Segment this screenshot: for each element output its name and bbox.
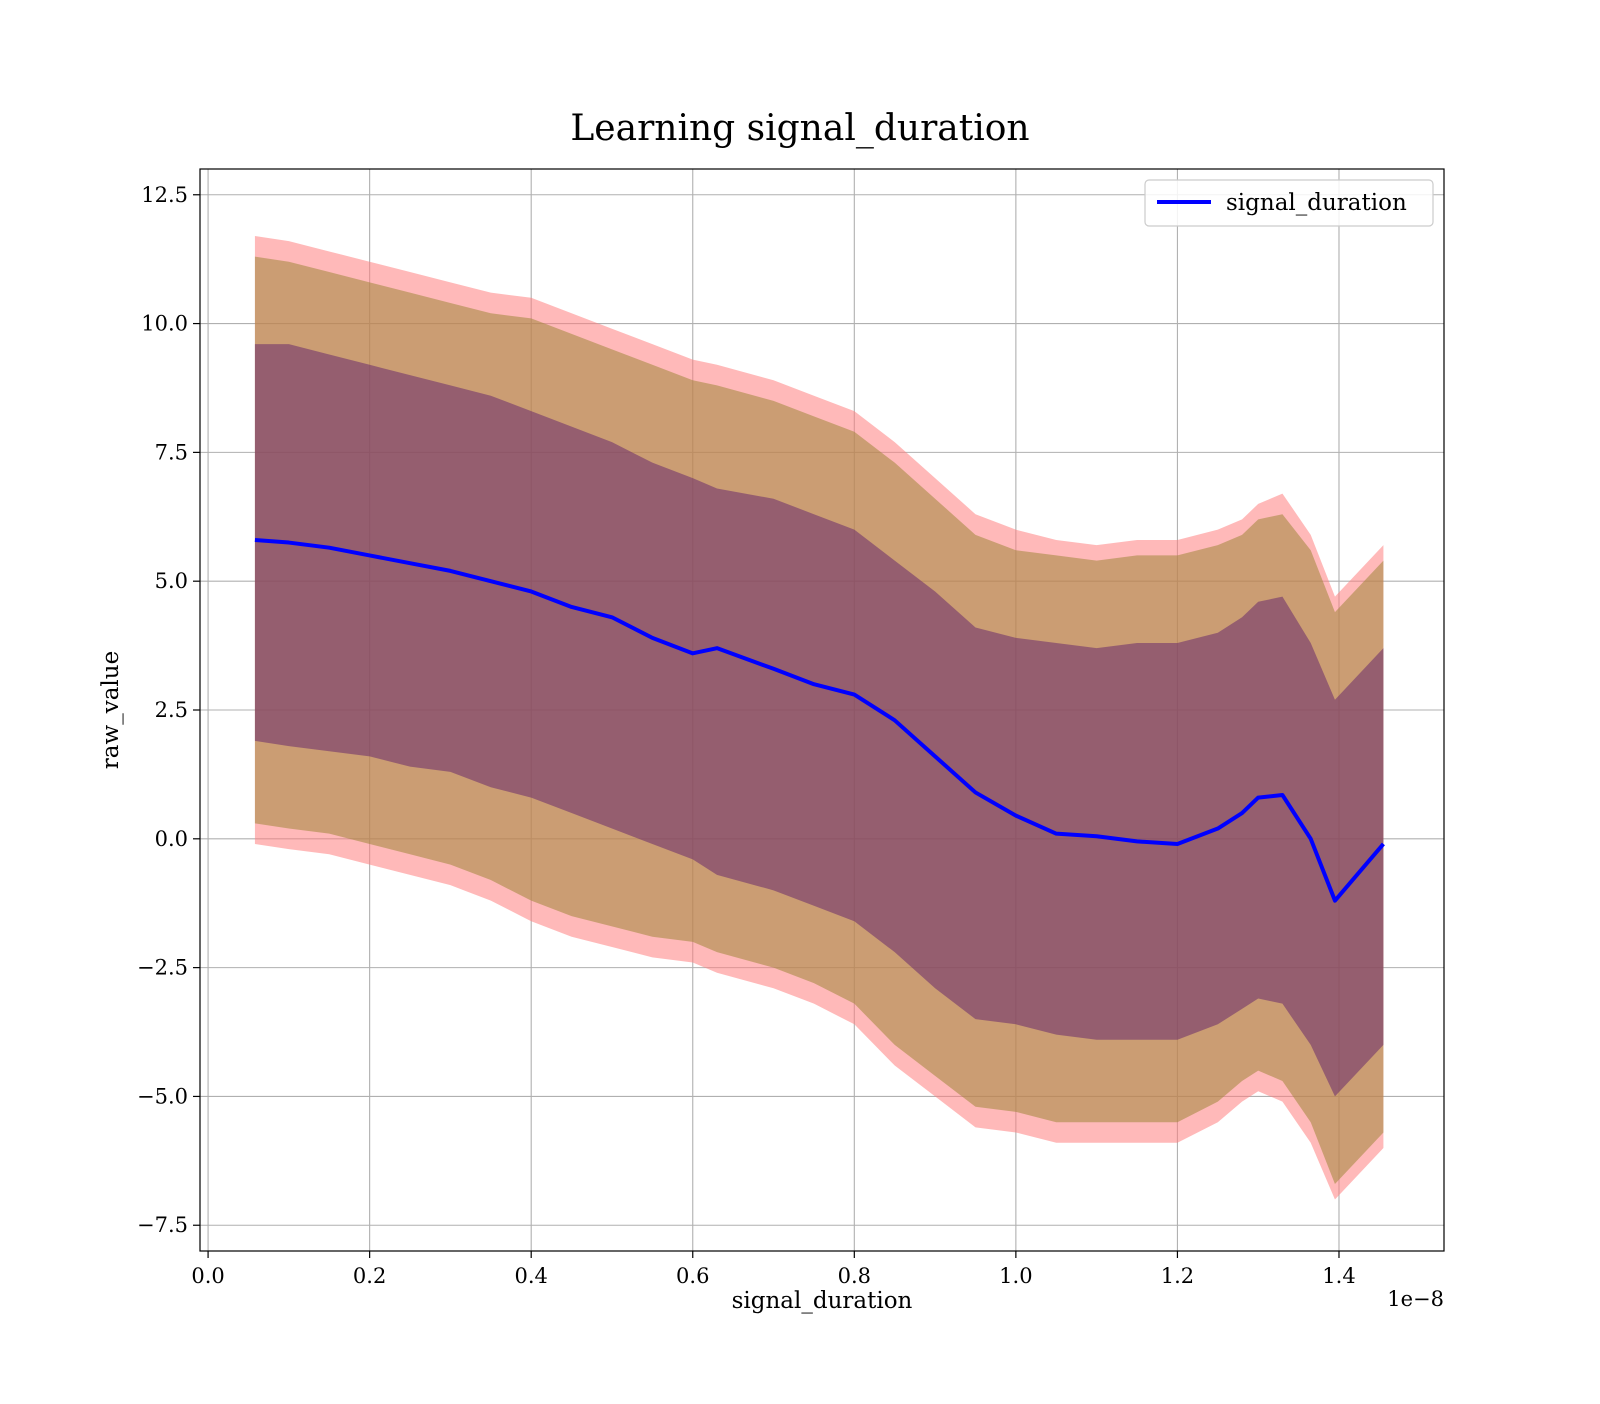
y-tick-label: 7.5	[155, 440, 188, 464]
y-tick-label: 5.0	[155, 569, 188, 593]
legend-box	[1144, 179, 1434, 227]
series-line	[254, 537, 1385, 903]
x-offset-text: 1e−8	[1387, 1287, 1444, 1311]
confidence-bands	[254, 235, 1384, 1200]
y-tick-label: 0.0	[155, 827, 188, 851]
y-tick-label: 2.5	[155, 698, 188, 722]
y-tick-label: −2.5	[137, 956, 188, 980]
y-tick-label: −5.0	[137, 1084, 188, 1108]
band-inner	[254, 344, 1384, 1097]
x-tick-label: 0.0	[191, 1264, 224, 1288]
y-tick-label: −7.5	[137, 1213, 188, 1237]
x-tick-label: 0.8	[838, 1264, 871, 1288]
x-tick-label: 1.4	[1322, 1264, 1355, 1288]
x-tick-label: 0.6	[676, 1264, 709, 1288]
x-tick-label: 1.2	[1161, 1264, 1194, 1288]
x-tick-label: 0.2	[353, 1264, 386, 1288]
y-tick-label: 10.0	[141, 312, 188, 336]
y-axis-label: raw_value	[98, 651, 124, 769]
plot-area	[200, 169, 1444, 1251]
axis-ticks: 0.0 0.2 0.4 0.6 0.8 1.0 1.2 1.4 −7.5 −5.0 −2.5 0.0 2…	[137, 183, 1356, 1288]
series-lines	[254, 537, 1385, 903]
chart-title: Learning signal_duration	[570, 108, 1029, 149]
x-axis-label: signal_duration	[732, 1288, 913, 1314]
legend: signal_duration	[1144, 179, 1434, 227]
x-tick-label: 0.4	[514, 1264, 547, 1288]
x-tick-label: 1.0	[999, 1264, 1032, 1288]
legend-label: signal_duration	[1226, 190, 1407, 216]
y-tick-label: 12.5	[141, 183, 188, 207]
